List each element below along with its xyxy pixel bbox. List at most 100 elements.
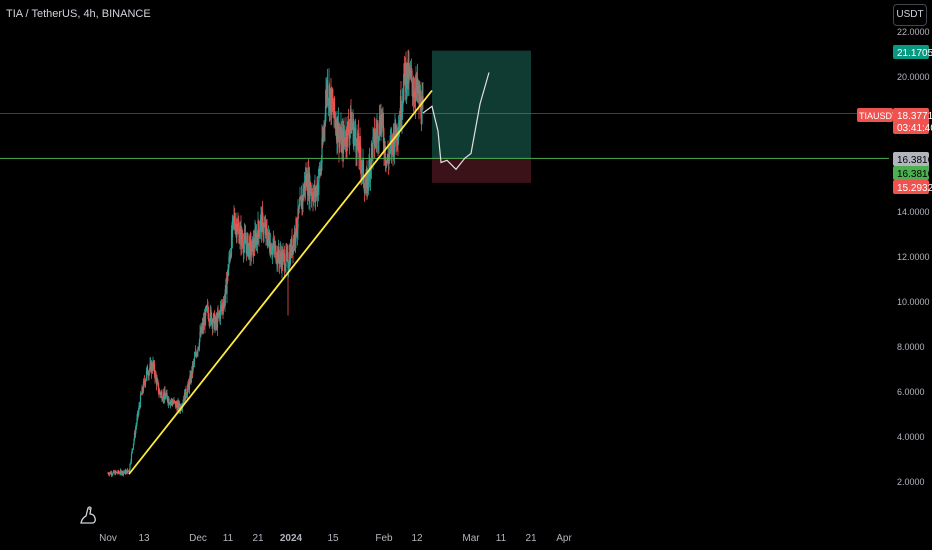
candle-body bbox=[148, 369, 151, 372]
candle-body bbox=[268, 238, 271, 250]
candle-body bbox=[360, 170, 363, 173]
candle-body bbox=[182, 402, 184, 405]
candle-body bbox=[120, 471, 123, 475]
candle-body bbox=[196, 351, 199, 353]
candle-body bbox=[175, 402, 178, 406]
y-tick-label: 20.0000 bbox=[897, 72, 930, 82]
chart-title: TIA / TetherUS, 4h, BINANCE bbox=[6, 8, 151, 20]
candle-body bbox=[226, 280, 228, 294]
candle-body bbox=[321, 138, 323, 164]
x-tick-label: Feb bbox=[375, 533, 393, 544]
candle-body bbox=[118, 472, 121, 474]
candle-body bbox=[273, 241, 275, 247]
stop-price-label: 15.2932 bbox=[897, 183, 932, 194]
candle-body bbox=[265, 223, 268, 229]
candle-body bbox=[239, 228, 241, 239]
candle-body bbox=[271, 246, 274, 254]
candle-body bbox=[123, 472, 126, 473]
candle-body bbox=[323, 124, 325, 135]
candle-body bbox=[298, 207, 300, 213]
x-tick-label: 15 bbox=[327, 533, 339, 544]
candle-body bbox=[119, 470, 122, 474]
candle-body bbox=[209, 321, 211, 324]
candle-body bbox=[336, 116, 339, 142]
candle-body bbox=[417, 90, 419, 94]
candle-body bbox=[173, 400, 176, 402]
candle-body bbox=[342, 129, 345, 154]
candle-body bbox=[292, 239, 295, 253]
candle-body bbox=[263, 225, 265, 233]
candle-body bbox=[253, 239, 255, 248]
candle-body bbox=[279, 257, 281, 264]
symbol-label: TIAUSDT bbox=[859, 111, 898, 121]
x-tick-label: Nov bbox=[99, 533, 117, 544]
x-axis[interactable]: Nov 13 Dec 11 21 2024 15 Feb 12 Mar 11 21 Apr bbox=[99, 533, 572, 544]
candle-body bbox=[172, 402, 175, 404]
candle-body bbox=[208, 320, 211, 324]
candle-body bbox=[142, 381, 145, 392]
candle-body bbox=[370, 143, 373, 166]
candle-body bbox=[408, 67, 411, 71]
candle-body bbox=[351, 122, 353, 126]
candle-body bbox=[173, 400, 175, 403]
candle-body bbox=[385, 160, 388, 166]
candle-body bbox=[222, 303, 225, 311]
candle-body bbox=[396, 125, 398, 140]
candle-body bbox=[332, 102, 334, 112]
candle-body bbox=[378, 136, 380, 141]
candle-body bbox=[294, 232, 296, 243]
candle-body bbox=[237, 225, 240, 227]
candle-body bbox=[322, 136, 324, 144]
candlestick-series bbox=[107, 49, 424, 478]
candle-body bbox=[362, 160, 365, 183]
candle-body bbox=[186, 394, 188, 396]
candle-body bbox=[402, 81, 405, 102]
candle-body bbox=[326, 80, 329, 101]
candle-body bbox=[365, 178, 367, 186]
candle-body bbox=[122, 472, 125, 475]
candle-body bbox=[318, 168, 320, 182]
candle-body bbox=[265, 223, 267, 236]
candle-body bbox=[149, 363, 151, 370]
candle-body bbox=[238, 226, 240, 243]
candle-body bbox=[391, 135, 393, 152]
candle-body bbox=[411, 70, 413, 84]
candle-body bbox=[319, 168, 322, 175]
candle-body bbox=[303, 189, 305, 197]
candle-body bbox=[247, 235, 249, 256]
candle-body bbox=[212, 314, 215, 323]
candle-body bbox=[309, 181, 312, 193]
candle-body bbox=[156, 380, 159, 382]
candle-body bbox=[276, 262, 278, 264]
candle-body bbox=[228, 256, 230, 268]
candle-body bbox=[178, 403, 181, 409]
candle-body bbox=[131, 449, 134, 451]
candle-body bbox=[337, 137, 339, 142]
currency-button[interactable]: USDT bbox=[893, 4, 927, 26]
trendline[interactable] bbox=[128, 89, 433, 475]
y-tick-label: 2.0000 bbox=[897, 477, 925, 487]
candle-body bbox=[199, 332, 201, 339]
target-price-label: 21.1705 bbox=[897, 48, 932, 59]
projection-path[interactable] bbox=[422, 72, 490, 171]
x-tick-label: Dec bbox=[189, 533, 207, 544]
candle-body bbox=[255, 234, 258, 246]
candle-body bbox=[146, 366, 149, 375]
candle-body bbox=[172, 402, 174, 405]
candle-body bbox=[331, 101, 334, 103]
candle-body bbox=[283, 254, 286, 271]
y-axis[interactable]: 2.0000 4.0000 6.0000 8.0000 10.0000 12.0000 14… bbox=[897, 27, 930, 487]
candle-body bbox=[333, 98, 336, 116]
candle-body bbox=[221, 305, 224, 309]
candle-body bbox=[414, 88, 417, 102]
candle-body bbox=[400, 117, 403, 121]
candle-body bbox=[111, 474, 114, 476]
candle-body bbox=[232, 217, 234, 221]
candle-body bbox=[202, 320, 205, 329]
candle-body bbox=[350, 108, 352, 134]
candle-body bbox=[139, 394, 142, 407]
candle-body bbox=[236, 223, 239, 233]
candle-body bbox=[257, 221, 260, 230]
candle-body bbox=[153, 363, 156, 374]
